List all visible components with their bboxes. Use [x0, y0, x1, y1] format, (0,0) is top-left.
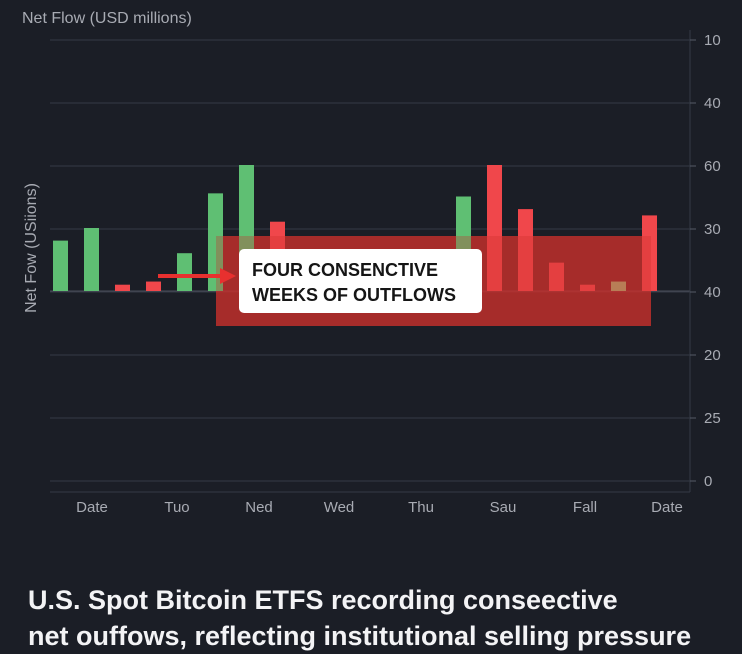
bar-2 [115, 284, 130, 291]
caption: U.S. Spot Bitcoin ETFS recording conseec… [28, 582, 742, 654]
bar-17 [580, 284, 595, 291]
bar-16 [549, 262, 564, 291]
annotation-box [239, 249, 482, 313]
x-tick-label: Thu [408, 499, 434, 516]
chart-title: Net Flow (USD millions) [22, 10, 192, 27]
bar-3 [146, 281, 161, 291]
annotation-arrow-head [220, 268, 236, 284]
chart: Net Flow (USD millions) 104060304020250 … [22, 10, 721, 516]
y-tick-label: 20 [704, 347, 721, 364]
x-axis: Date Tuo Ned Wed Thu Sau Fall Date [50, 491, 690, 516]
bar-14 [487, 165, 502, 291]
y-axis: 10 40 60 30 40 20 25 0 [689, 30, 721, 492]
bar-0 [53, 240, 68, 291]
x-tick-label: Date [651, 499, 683, 516]
y-axis-title: Net Fow (USiions) [23, 183, 40, 313]
annotation-line-1: FOUR CONSENCTIVE [252, 260, 438, 280]
x-tick-label: Fall [573, 499, 597, 516]
bar-19 [642, 215, 657, 291]
x-tick-label: Ned [245, 499, 273, 516]
bar-18 [611, 281, 626, 291]
x-tick-label: Date [76, 499, 108, 516]
x-tick-label: Wed [324, 499, 355, 516]
x-tick-label: Sau [490, 499, 517, 516]
annotation: FOUR CONSENCTIVE WEEKS OF OUTFLOWS [158, 249, 482, 313]
y-tick-label: 30 [704, 221, 721, 238]
y-tick-label: 10 [704, 32, 721, 49]
y-tick-label: 60 [704, 158, 721, 175]
y-tick-label: 40 [704, 95, 721, 112]
bar-1 [84, 228, 99, 291]
caption-line-1: U.S. Spot Bitcoin ETFS recording conseec… [28, 585, 618, 615]
y-tick-label: 40 [704, 284, 721, 301]
y-tick-label: 25 [704, 410, 721, 427]
annotation-line-2: WEEKS OF OUTFLOWS [252, 285, 456, 305]
bar-15 [518, 209, 533, 291]
x-tick-label: Tuo [164, 499, 189, 516]
bar-5 [208, 193, 223, 291]
caption-line-2: net ouffows, reflecting institutional se… [28, 621, 692, 651]
bar-4 [177, 253, 192, 291]
y-tick-label: 0 [704, 473, 712, 490]
